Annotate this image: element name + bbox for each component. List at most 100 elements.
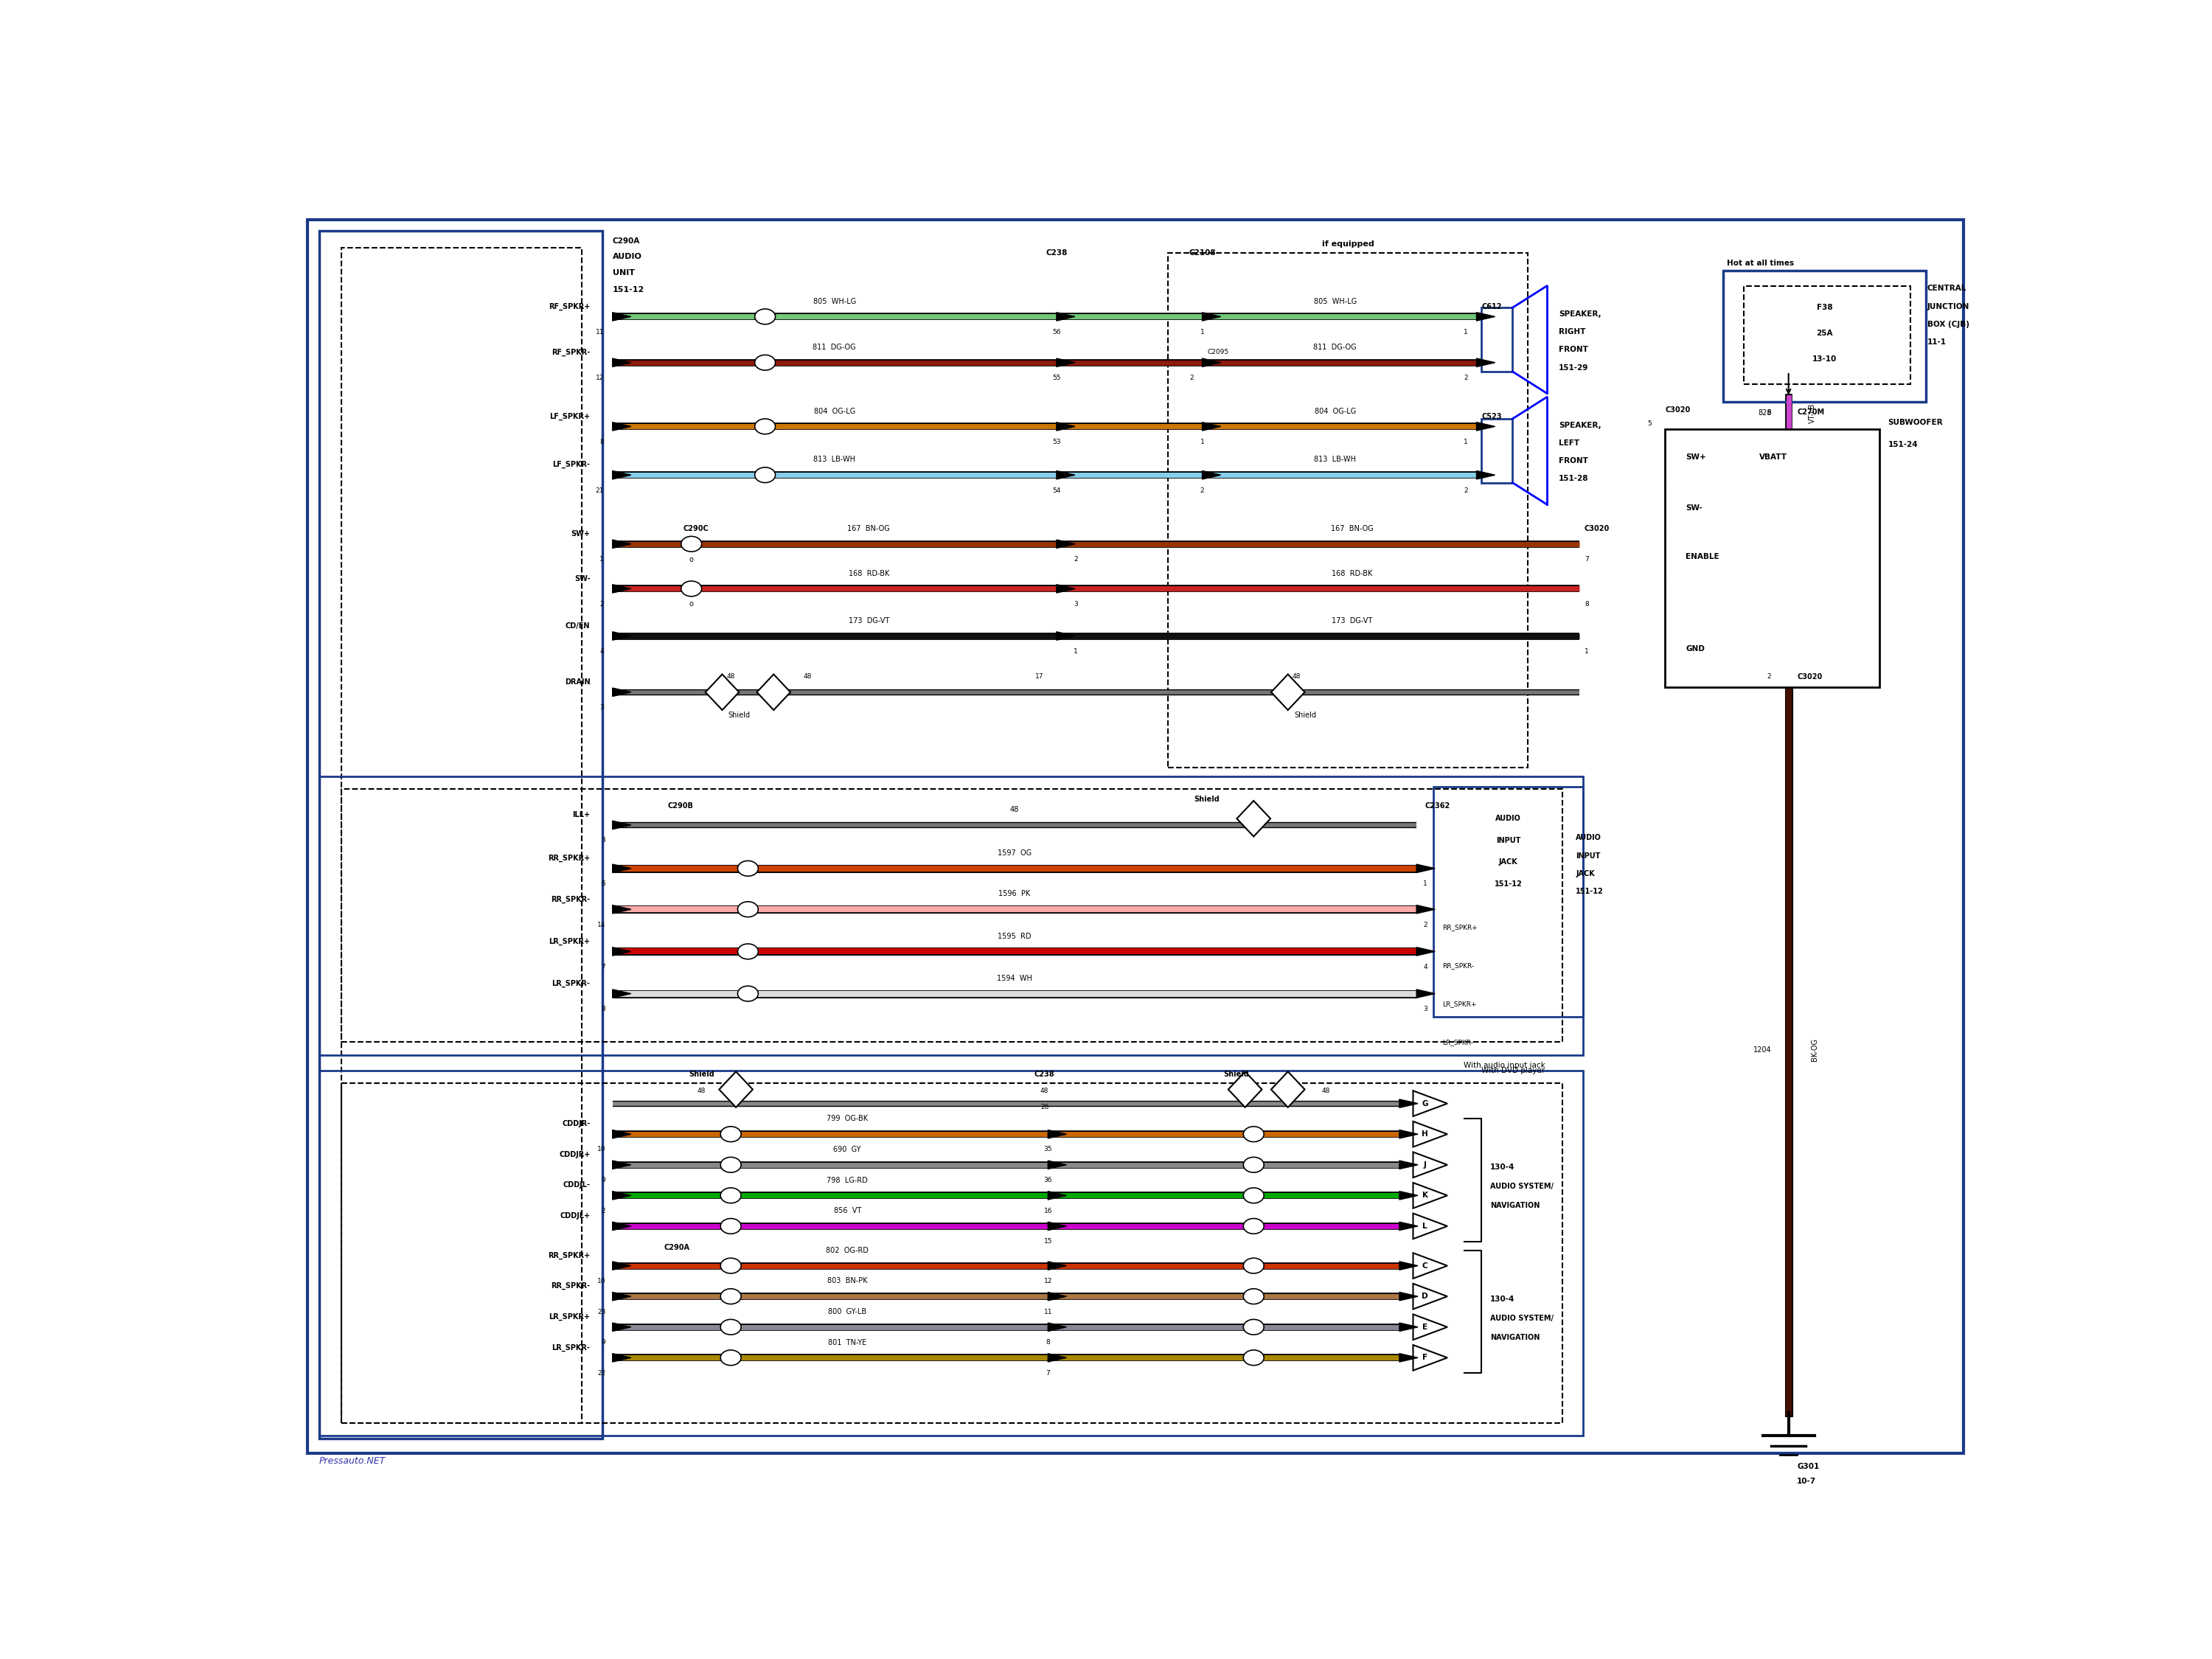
Polygon shape xyxy=(1400,1100,1418,1108)
Text: RR_SPKR-: RR_SPKR- xyxy=(1442,962,1473,969)
Text: ILL+: ILL+ xyxy=(573,811,591,818)
Text: FRONT: FRONT xyxy=(1559,347,1588,353)
Text: Shield: Shield xyxy=(1223,1070,1250,1078)
Text: RF_SPKR-: RF_SPKR- xyxy=(551,348,591,357)
Text: 1: 1 xyxy=(1073,649,1077,655)
Circle shape xyxy=(737,902,759,917)
Text: RR_SPKR+: RR_SPKR+ xyxy=(549,854,591,863)
Polygon shape xyxy=(613,1261,630,1269)
Text: C3020: C3020 xyxy=(1584,524,1610,533)
Text: 1: 1 xyxy=(1422,881,1427,888)
Polygon shape xyxy=(1057,471,1075,479)
Text: 151-12: 151-12 xyxy=(613,285,644,294)
Text: RIGHT: RIGHT xyxy=(1559,328,1586,335)
Polygon shape xyxy=(1416,989,1436,997)
Text: Shield: Shield xyxy=(728,712,750,718)
Text: D: D xyxy=(1422,1292,1429,1301)
Text: o: o xyxy=(690,601,695,607)
Text: NAVIGATION: NAVIGATION xyxy=(1491,1203,1540,1209)
Polygon shape xyxy=(1203,358,1221,367)
Text: 798  LG-RD: 798 LG-RD xyxy=(827,1176,867,1185)
Circle shape xyxy=(721,1289,741,1304)
Text: C2362: C2362 xyxy=(1425,803,1451,810)
Polygon shape xyxy=(1478,423,1495,431)
Circle shape xyxy=(754,418,776,435)
Circle shape xyxy=(721,1319,741,1335)
Text: 151-29: 151-29 xyxy=(1559,363,1588,372)
Text: 17: 17 xyxy=(1035,674,1044,680)
Text: 1597  OG: 1597 OG xyxy=(998,849,1031,856)
Text: 1595  RD: 1595 RD xyxy=(998,932,1031,941)
Polygon shape xyxy=(613,312,630,320)
Text: 2: 2 xyxy=(1464,375,1469,382)
Text: CDDJL-: CDDJL- xyxy=(562,1181,591,1190)
Polygon shape xyxy=(1057,312,1075,320)
Polygon shape xyxy=(1400,1354,1418,1362)
Polygon shape xyxy=(1400,1223,1418,1231)
Text: C2095: C2095 xyxy=(1208,348,1230,355)
Text: INPUT: INPUT xyxy=(1495,836,1520,844)
Text: LR_SPKR+: LR_SPKR+ xyxy=(549,1312,591,1321)
Polygon shape xyxy=(1203,423,1221,431)
Text: 8: 8 xyxy=(599,438,604,445)
Text: 151-12: 151-12 xyxy=(1575,888,1604,896)
Text: C290C: C290C xyxy=(684,524,708,533)
Text: 36: 36 xyxy=(1044,1176,1053,1183)
Text: L: L xyxy=(1422,1223,1427,1229)
Text: VBATT: VBATT xyxy=(1759,453,1787,461)
Text: LF_SPKR-: LF_SPKR- xyxy=(553,461,591,468)
Text: 130-4: 130-4 xyxy=(1491,1163,1515,1171)
Text: G: G xyxy=(1422,1100,1429,1107)
Text: 1: 1 xyxy=(599,556,604,562)
Text: DRAIN: DRAIN xyxy=(564,679,591,685)
Text: 4: 4 xyxy=(599,649,604,655)
Text: 7: 7 xyxy=(602,964,606,971)
Text: 16: 16 xyxy=(1044,1208,1053,1214)
Text: 813  LB-WH: 813 LB-WH xyxy=(814,456,856,463)
Polygon shape xyxy=(613,1130,630,1138)
Text: 804  OG-LG: 804 OG-LG xyxy=(1314,408,1356,415)
Polygon shape xyxy=(1057,539,1075,547)
Text: 21: 21 xyxy=(595,488,604,494)
Text: C290B: C290B xyxy=(668,803,692,810)
Text: 13-10: 13-10 xyxy=(1812,355,1836,362)
Text: 828: 828 xyxy=(1759,410,1772,416)
Polygon shape xyxy=(1478,358,1495,367)
Polygon shape xyxy=(1400,1191,1418,1199)
Circle shape xyxy=(681,536,701,552)
Text: CDDJL+: CDDJL+ xyxy=(560,1213,591,1219)
Text: 48: 48 xyxy=(1040,1087,1048,1093)
Text: CDDJR+: CDDJR+ xyxy=(560,1151,591,1158)
Text: AUDIO SYSTEM/: AUDIO SYSTEM/ xyxy=(1491,1314,1553,1322)
Text: 48: 48 xyxy=(726,674,734,680)
Text: 9: 9 xyxy=(602,1339,606,1345)
Polygon shape xyxy=(613,539,630,547)
Text: 11-1: 11-1 xyxy=(1927,338,1947,345)
Text: INPUT: INPUT xyxy=(1575,853,1601,859)
Text: 802  OG-RD: 802 OG-RD xyxy=(825,1246,869,1254)
Text: 805  WH-LG: 805 WH-LG xyxy=(1314,297,1356,305)
Text: C523: C523 xyxy=(1482,413,1502,420)
Text: 2: 2 xyxy=(1073,556,1077,562)
Circle shape xyxy=(1243,1319,1263,1335)
Text: C290A: C290A xyxy=(613,237,639,246)
Text: 35: 35 xyxy=(1044,1146,1053,1153)
Text: 23: 23 xyxy=(597,1309,606,1316)
Circle shape xyxy=(754,309,776,324)
Text: LF_SPKR+: LF_SPKR+ xyxy=(549,413,591,420)
FancyBboxPatch shape xyxy=(1482,307,1513,372)
Polygon shape xyxy=(757,674,790,710)
Circle shape xyxy=(737,944,759,959)
Text: VT-LB: VT-LB xyxy=(1809,403,1816,423)
Text: 130-4: 130-4 xyxy=(1491,1296,1515,1302)
Polygon shape xyxy=(1048,1130,1066,1138)
Text: 1594  WH: 1594 WH xyxy=(998,974,1033,982)
Polygon shape xyxy=(613,821,630,830)
Text: 2: 2 xyxy=(1767,674,1772,680)
Text: RR_SPKR-: RR_SPKR- xyxy=(551,1282,591,1291)
Text: 1204: 1204 xyxy=(1754,1047,1772,1053)
Text: 5: 5 xyxy=(1648,421,1652,428)
Text: 12: 12 xyxy=(595,375,604,382)
Circle shape xyxy=(754,468,776,483)
Text: C612: C612 xyxy=(1482,302,1502,310)
